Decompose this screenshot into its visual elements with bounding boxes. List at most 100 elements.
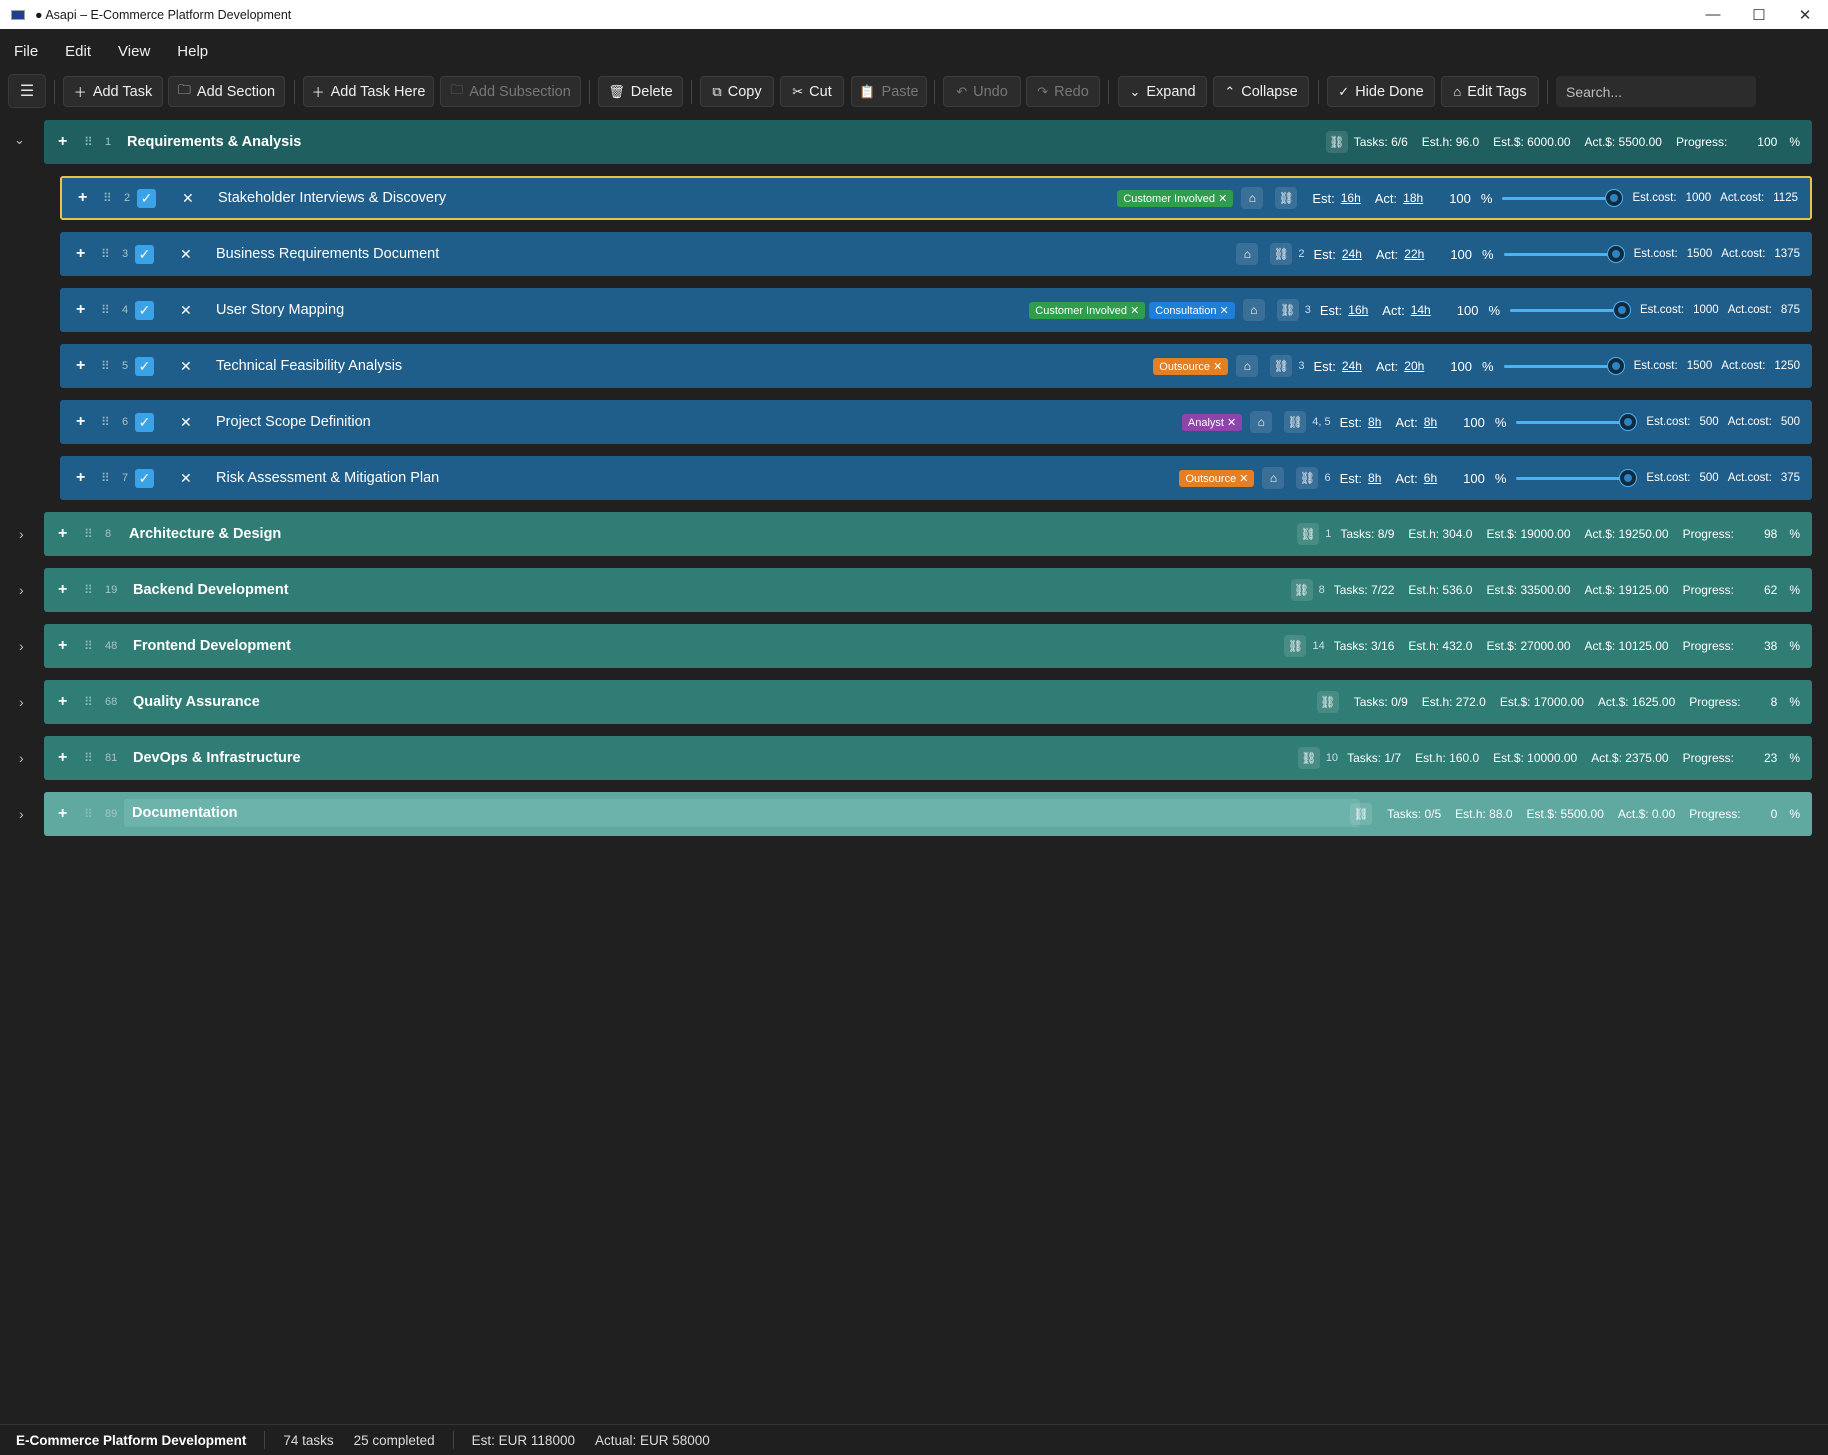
link-icon[interactable]: ⛓ — [1325, 131, 1348, 153]
link-icon[interactable]: ⛓ — [1276, 299, 1299, 321]
drag-handle-icon[interactable]: ⠿ — [84, 527, 93, 541]
slider-thumb[interactable] — [1607, 246, 1624, 262]
estimate-hours[interactable]: 8h — [1368, 471, 1382, 485]
link-icon[interactable]: ⛓ — [1275, 187, 1298, 209]
section-name[interactable]: Requirements & Analysis — [127, 134, 302, 150]
estimate-hours[interactable]: 24h — [1341, 247, 1362, 261]
tag-badge[interactable]: Customer Involved ✕ — [1117, 189, 1234, 207]
add-child-icon[interactable]: + — [58, 749, 68, 766]
collapse-button[interactable]: ⌃ Collapse — [1213, 76, 1309, 107]
add-child-icon[interactable]: + — [76, 357, 86, 374]
link-icon[interactable]: ⛓ — [1316, 691, 1339, 713]
section-row[interactable]: + ⠿ 48 Frontend Development ⛓ 14 Tasks: … — [44, 624, 1812, 668]
slider-thumb[interactable] — [1607, 358, 1624, 374]
estimate-hours[interactable]: 8h — [1368, 415, 1382, 429]
drag-handle-icon[interactable]: ⠿ — [84, 751, 93, 765]
drag-handle-icon[interactable]: ⠿ — [101, 359, 110, 373]
drag-handle-icon[interactable]: ⠿ — [101, 471, 110, 485]
section-row[interactable]: + ⠿ 89 Documentation ⛓ Tasks: 0/5 Est.h:… — [44, 792, 1812, 836]
slider-thumb[interactable] — [1614, 302, 1630, 318]
tag-badge[interactable]: Customer Involved ✕ — [1029, 301, 1146, 319]
chevron-right-icon[interactable]: › — [19, 638, 24, 654]
add-child-icon[interactable]: + — [78, 189, 88, 206]
section-name[interactable]: Architecture & Design — [129, 526, 282, 542]
chevron-right-icon[interactable]: › — [19, 582, 24, 598]
add-task-here-button[interactable]: ＋ Add Task Here — [303, 76, 434, 107]
task-row[interactable]: + ⠿ 3 ✓ ✕ Business Requirements Document… — [60, 232, 1812, 276]
expand-button[interactable]: ⌄ Expand — [1118, 76, 1207, 107]
menu-edit[interactable]: Edit — [65, 42, 92, 60]
tag-icon[interactable]: ⌂ — [1236, 355, 1259, 377]
hide-done-button[interactable]: ✓ Hide Done — [1327, 76, 1435, 107]
add-child-icon[interactable]: + — [58, 637, 68, 654]
done-checkbox[interactable]: ✓ — [135, 412, 154, 432]
slider-thumb[interactable] — [1620, 470, 1637, 486]
slider-thumb[interactable] — [1606, 190, 1623, 206]
actual-hours[interactable]: 6h — [1423, 471, 1438, 485]
add-child-icon[interactable]: + — [58, 693, 68, 710]
estimate-hours[interactable]: 16h — [1340, 191, 1361, 205]
close-icon[interactable]: ✕ — [180, 245, 192, 262]
tag-icon[interactable]: ⌂ — [1242, 299, 1265, 321]
estimate-hours[interactable]: 24h — [1341, 359, 1362, 373]
tag-icon[interactable]: ⌂ — [1241, 187, 1264, 209]
hamburger-menu-button[interactable]: ☰ — [8, 74, 46, 108]
done-checkbox[interactable]: ✓ — [137, 188, 156, 208]
section-name[interactable]: Quality Assurance — [133, 694, 260, 710]
drag-handle-icon[interactable]: ⠿ — [84, 583, 93, 597]
section-name[interactable]: Documentation — [124, 799, 1360, 827]
tag-badge[interactable]: Analyst ✕ — [1181, 413, 1243, 431]
menu-file[interactable]: File — [14, 42, 39, 60]
close-icon[interactable]: ✕ — [182, 189, 194, 206]
add-subsection-button[interactable]: 🗀 Add Subsection — [440, 76, 581, 107]
tag-badge[interactable]: Consultation ✕ — [1149, 301, 1235, 319]
slider-thumb[interactable] — [1620, 414, 1637, 430]
section-row[interactable]: + ⠿ 1 Requirements & Analysis ⛓ Tasks: 6… — [44, 120, 1812, 164]
section-row[interactable]: + ⠿ 68 Quality Assurance ⛓ Tasks: 0/9 Es… — [44, 680, 1812, 724]
link-icon[interactable]: ⛓ — [1284, 635, 1307, 657]
drag-handle-icon[interactable]: ⠿ — [101, 247, 110, 261]
section-row[interactable]: + ⠿ 19 Backend Development ⛓ 8 Tasks: 7/… — [44, 568, 1812, 612]
close-button[interactable]: ✕ — [1798, 6, 1812, 24]
section-name[interactable]: Frontend Development — [133, 638, 291, 654]
delete-button[interactable]: 🗑 Delete — [598, 76, 683, 107]
chevron-down-icon[interactable]: ⌄ — [14, 132, 25, 147]
tag-badge[interactable]: Outsource ✕ — [1179, 469, 1255, 487]
chevron-right-icon[interactable]: › — [19, 806, 24, 822]
done-checkbox[interactable]: ✓ — [135, 356, 154, 376]
add-section-button[interactable]: 🗀 Add Section — [168, 76, 285, 107]
drag-handle-icon[interactable]: ⠿ — [101, 303, 110, 317]
cut-button[interactable]: ✂ Cut — [780, 76, 844, 107]
drag-handle-icon[interactable]: ⠿ — [84, 695, 93, 709]
link-icon[interactable]: ⛓ — [1290, 579, 1313, 601]
task-row[interactable]: + ⠿ 4 ✓ ✕ User Story Mapping Customer In… — [60, 288, 1812, 332]
link-icon[interactable]: ⛓ — [1297, 523, 1320, 545]
section-name[interactable]: Backend Development — [133, 582, 289, 598]
actual-hours[interactable]: 20h — [1404, 359, 1425, 373]
task-row[interactable]: + ⠿ 7 ✓ ✕ Risk Assessment & Mitigation P… — [60, 456, 1812, 500]
maximize-button[interactable]: ☐ — [1752, 6, 1766, 24]
close-icon[interactable]: ✕ — [180, 301, 192, 318]
copy-button[interactable]: ⧉ Copy — [700, 76, 774, 107]
link-icon[interactable]: ⛓ — [1284, 411, 1307, 433]
search-input[interactable] — [1556, 76, 1756, 107]
tag-icon[interactable]: ⌂ — [1250, 411, 1273, 433]
task-name[interactable]: Risk Assessment & Mitigation Plan — [216, 470, 440, 486]
tag-icon[interactable]: ⌂ — [1236, 243, 1259, 265]
undo-button[interactable]: ↶ Undo — [943, 76, 1021, 107]
done-checkbox[interactable]: ✓ — [135, 300, 154, 320]
paste-button[interactable]: 📋 Paste — [851, 76, 927, 107]
add-child-icon[interactable]: + — [58, 525, 68, 542]
task-name[interactable]: User Story Mapping — [216, 302, 345, 318]
task-name[interactable]: Technical Feasibility Analysis — [216, 358, 403, 374]
progress-slider[interactable] — [1516, 412, 1637, 432]
estimate-hours[interactable]: 16h — [1348, 303, 1369, 317]
section-name[interactable]: DevOps & Infrastructure — [133, 750, 301, 766]
task-name[interactable]: Business Requirements Document — [216, 246, 440, 262]
menu-help[interactable]: Help — [177, 42, 209, 60]
actual-hours[interactable]: 18h — [1403, 191, 1424, 205]
drag-handle-icon[interactable]: ⠿ — [101, 415, 110, 429]
add-child-icon[interactable]: + — [58, 133, 68, 150]
progress-slider[interactable] — [1503, 244, 1624, 264]
task-row[interactable]: + ⠿ 6 ✓ ✕ Project Scope Definition Analy… — [60, 400, 1812, 444]
